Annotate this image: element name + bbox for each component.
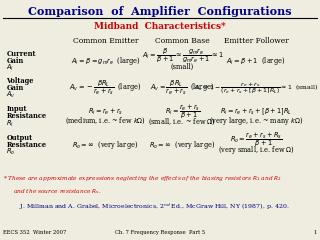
Text: $A_v = 1 - \dfrac{r_e+r_s}{(r_e+r_s+[\beta+1]R_L)} \approx 1$  (small): $A_v = 1 - \dfrac{r_e+r_s}{(r_e+r_s+[\be…	[194, 80, 318, 96]
Text: Input: Input	[6, 105, 27, 113]
Text: Resistance: Resistance	[6, 141, 46, 149]
Text: (medium, i.e. ~ few $k\Omega$): (medium, i.e. ~ few $k\Omega$)	[65, 116, 146, 126]
Text: $R_o$: $R_o$	[6, 147, 16, 157]
Text: Current: Current	[6, 50, 36, 58]
Text: Emitter Follower: Emitter Follower	[224, 37, 288, 45]
Text: $R_o = \dfrac{r_e+r_s+R_s}{\beta+1}$: $R_o = \dfrac{r_e+r_s+R_s}{\beta+1}$	[230, 131, 282, 149]
Text: $R_o = \infty$  (very large): $R_o = \infty$ (very large)	[72, 139, 139, 151]
Text: (very small, i.e. few $\Omega$): (very small, i.e. few $\Omega$)	[218, 144, 294, 156]
Text: Resistance: Resistance	[6, 112, 46, 120]
Text: $A_v$: $A_v$	[6, 90, 16, 100]
Text: $A_i = \beta = g_m r_e$  (large): $A_i = \beta = g_m r_e$ (large)	[71, 55, 140, 67]
Text: Comparison  of  Amplifier  Configurations: Comparison of Amplifier Configurations	[28, 6, 292, 17]
Text: (small): (small)	[171, 63, 194, 71]
Text: Voltage: Voltage	[6, 77, 34, 84]
Text: $R_i$: $R_i$	[6, 118, 14, 129]
Text: Output: Output	[6, 134, 33, 142]
Text: $R_i = r_e + r_s$: $R_i = r_e + r_s$	[88, 107, 123, 117]
Text: $A_v = -\dfrac{\beta R_L}{r_e + r_s}$  (large): $A_v = -\dfrac{\beta R_L}{r_e + r_s}$ (l…	[69, 78, 142, 97]
Text: 1: 1	[313, 230, 317, 235]
Text: $R_i = \dfrac{r_e + r_s}{\beta+1}$: $R_i = \dfrac{r_e + r_s}{\beta+1}$	[165, 102, 200, 120]
Text: J. Millman and A. Grabel, Microelectronics, 2$^{nd}$ Ed., McGraw Hill, NY (1987): J. Millman and A. Grabel, Microelectroni…	[19, 202, 290, 212]
Text: Common Base: Common Base	[155, 37, 210, 45]
Text: Gain: Gain	[6, 57, 24, 65]
Text: $R_o = \infty$  (very large): $R_o = \infty$ (very large)	[149, 139, 216, 151]
Text: $A_i$: $A_i$	[6, 63, 14, 73]
Text: Midband  Characteristics*: Midband Characteristics*	[94, 22, 226, 30]
Text: (very large, i.e. ~ many $k\Omega$): (very large, i.e. ~ many $k\Omega$)	[209, 115, 303, 127]
Text: * These are approximate expressions neglecting the effects of the biasing resist: * These are approximate expressions negl…	[3, 174, 282, 183]
Text: (small, i.e. ~ few $\Omega$): (small, i.e. ~ few $\Omega$)	[148, 116, 216, 127]
Text: $A_i = \beta+1$  (large): $A_i = \beta+1$ (large)	[226, 55, 286, 67]
Text: EECS 352  Winter 2007: EECS 352 Winter 2007	[3, 230, 67, 235]
Text: $R_i = r_e + r_s + [\beta+1]R_L$: $R_i = r_e + r_s + [\beta+1]R_L$	[220, 107, 292, 117]
Text: Ch. 7 Frequency Response  Part 5: Ch. 7 Frequency Response Part 5	[115, 230, 205, 235]
Text: Common Emitter: Common Emitter	[73, 37, 138, 45]
Text: and the source resistance $R_s$.: and the source resistance $R_s$.	[13, 187, 101, 196]
Text: $A_i = \dfrac{\beta}{\beta+1} \approx \dfrac{g_m r_e}{g_m r_e+1} \approx 1$: $A_i = \dfrac{\beta}{\beta+1} \approx \d…	[141, 46, 223, 65]
Text: $A_v = \dfrac{\beta R_L}{r_e + r_s}$  (large): $A_v = \dfrac{\beta R_L}{r_e + r_s}$ (la…	[150, 78, 215, 97]
Text: Gain: Gain	[6, 84, 24, 92]
